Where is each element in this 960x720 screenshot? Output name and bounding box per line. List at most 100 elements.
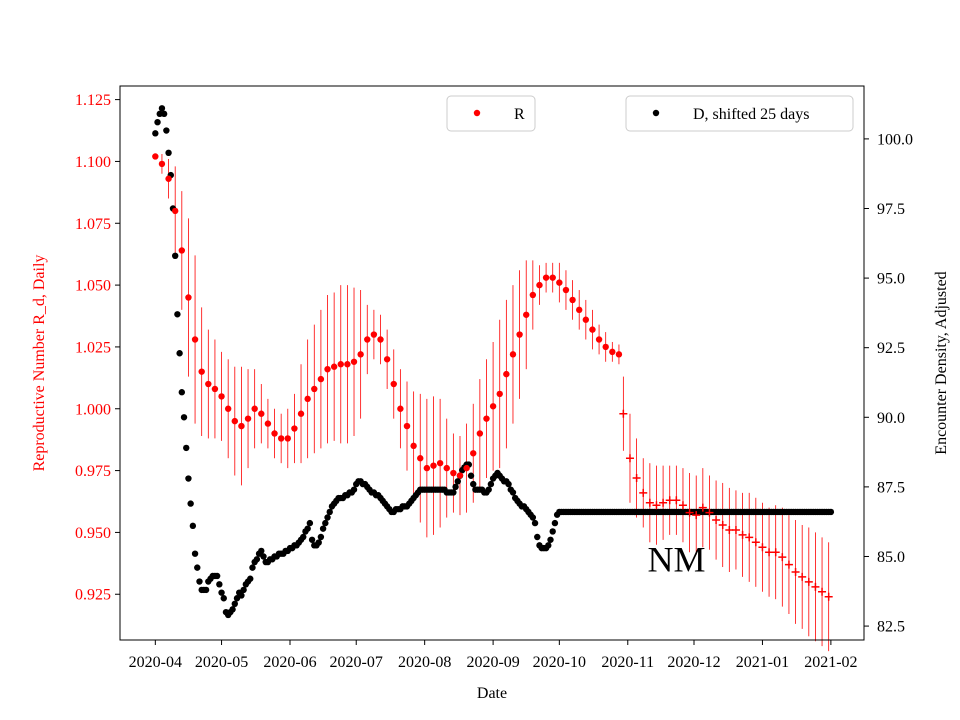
r-point <box>410 442 417 450</box>
d-point <box>308 536 316 543</box>
r-point <box>450 469 457 477</box>
r-point <box>205 380 212 388</box>
x-axis-ticks: 2020-04 2020-05 2020-06 2020-07 2020-08 2020-… <box>129 640 858 671</box>
r-point <box>632 474 641 483</box>
d-point <box>247 575 254 582</box>
x-tick-label: 2020-11 <box>601 654 654 671</box>
r-point <box>251 405 258 412</box>
d-point <box>304 525 311 532</box>
left-y-axis-ticks: 0.925 0.950 0.975 1.000 1.025 1.050 1.075 1.100… <box>75 92 120 604</box>
r-point <box>589 326 596 333</box>
right-y-axis-ticks: 82.5 85.0 87.5 90.0 92.5 95.0 97.5 100.0 <box>864 131 913 636</box>
d-point <box>218 589 225 596</box>
x-tick-label: 2020-07 <box>330 654 383 671</box>
d-point <box>549 528 556 535</box>
r-point <box>758 543 767 552</box>
d-point <box>551 519 559 527</box>
r-point <box>529 291 537 299</box>
r-point <box>330 363 338 370</box>
d-point <box>350 486 358 493</box>
d-point <box>202 586 210 594</box>
r-point <box>456 472 464 479</box>
r-point <box>639 488 648 497</box>
legend-r: R <box>446 95 536 132</box>
d-point <box>317 533 325 541</box>
r-point <box>562 286 570 294</box>
r-point <box>244 415 252 422</box>
r-point <box>602 343 609 351</box>
r-point <box>277 435 285 442</box>
r-point <box>357 351 364 358</box>
r-point <box>678 501 687 510</box>
x-tick-label: 2021-01 <box>736 654 789 671</box>
r-point <box>804 577 813 586</box>
plot-area <box>152 105 835 652</box>
d-point <box>154 118 161 126</box>
d-point <box>158 105 166 112</box>
right-y-tick-label: 100.0 <box>877 131 913 148</box>
x-tick-label: 2020-09 <box>466 654 519 671</box>
r-point <box>659 498 668 507</box>
d-point <box>531 519 539 527</box>
x-tick-label: 2020-04 <box>129 654 182 671</box>
r-point <box>685 508 694 517</box>
d-point <box>505 480 512 488</box>
d-point <box>220 595 227 602</box>
r-point <box>625 454 634 463</box>
r-point <box>745 533 754 542</box>
x-tick-label: 2020-08 <box>398 654 451 671</box>
left-y-tick-label: 1.000 <box>75 401 111 418</box>
left-y-axis-label: Reproductive Number R_d, Daily <box>31 255 48 472</box>
d-point <box>547 536 554 543</box>
d-point <box>156 110 163 118</box>
right-y-tick-label: 97.5 <box>877 201 905 218</box>
r-point <box>569 296 576 304</box>
d-point <box>827 508 835 516</box>
r-point <box>158 160 166 168</box>
r-point <box>496 390 503 398</box>
d-point <box>485 486 492 493</box>
d-point <box>165 149 172 157</box>
d-point <box>509 489 517 496</box>
r-point <box>509 351 517 358</box>
d-series-points <box>152 105 835 619</box>
d-point <box>189 522 197 530</box>
legend-d-marker <box>652 109 660 117</box>
right-y-tick-label: 85.0 <box>877 549 905 566</box>
legend-d: D, shifted 25 days <box>625 95 854 132</box>
r-point <box>705 508 714 517</box>
r-point <box>751 538 760 547</box>
r-point <box>271 430 278 437</box>
r-point <box>645 498 654 507</box>
r-point <box>791 567 800 576</box>
r-point <box>818 587 827 596</box>
r-point <box>483 415 490 422</box>
d-point <box>545 542 552 549</box>
r-point <box>337 361 344 368</box>
right-y-tick-label: 95.0 <box>877 271 905 288</box>
r-point <box>284 435 291 442</box>
d-point <box>319 525 327 532</box>
d-point <box>450 489 457 496</box>
r-point <box>297 410 305 417</box>
r-point <box>238 422 245 430</box>
r-point <box>536 281 543 289</box>
r-point <box>218 393 225 400</box>
x-tick-label: 2021-02 <box>804 654 857 671</box>
x-tick-label: 2020-06 <box>263 654 316 671</box>
d-point <box>322 519 329 527</box>
left-y-tick-label: 1.025 <box>75 339 111 356</box>
r-point <box>542 274 550 281</box>
r-point <box>619 409 628 418</box>
r-point <box>231 417 239 425</box>
r-point <box>417 455 424 462</box>
legend-r-marker <box>473 109 481 117</box>
legend-d-label: D, shifted 25 days <box>693 106 809 123</box>
d-point <box>178 389 186 396</box>
r-point <box>672 496 681 505</box>
d-point <box>163 127 170 134</box>
r-point <box>403 422 411 430</box>
r-point <box>344 361 351 368</box>
r-point <box>556 279 563 286</box>
r-point <box>397 405 404 412</box>
